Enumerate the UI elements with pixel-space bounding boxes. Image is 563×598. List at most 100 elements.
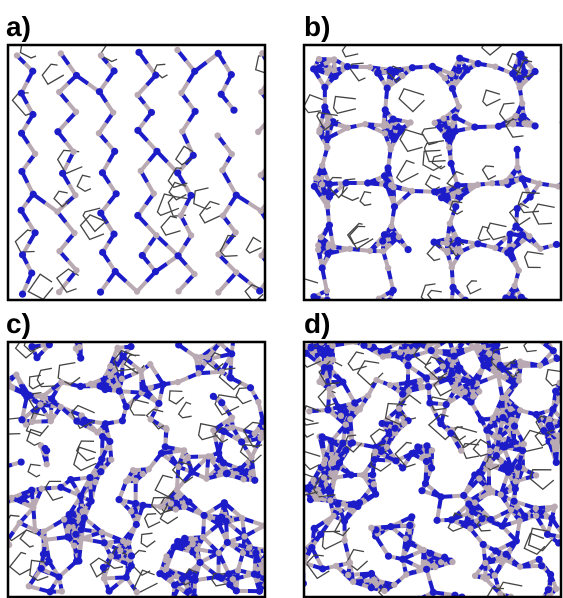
atom [181,534,189,542]
bond [455,323,459,330]
atom [463,310,470,317]
atom [490,304,496,310]
bond [516,309,518,319]
atom [518,100,526,107]
atom [46,588,54,596]
atom [33,354,41,362]
atom [16,519,23,526]
atom [380,231,389,239]
atom [137,167,144,175]
atom [515,267,522,274]
bond [556,526,561,536]
ligand [168,390,185,405]
ligand [27,273,54,300]
ligand [206,352,224,371]
atom [72,108,80,116]
ligand [529,469,555,491]
atom [330,56,338,63]
bond [378,310,384,319]
bond [452,303,458,309]
atom [47,395,56,403]
atom [65,523,73,531]
atom [162,556,169,564]
ligand [245,236,262,254]
ligand [472,438,491,457]
atom [218,399,226,407]
bond [465,317,466,318]
atom [230,106,238,114]
bond [269,191,277,201]
atom [13,371,20,378]
atom [45,557,53,566]
bond [460,316,464,323]
bond [342,310,347,312]
bond [390,308,391,315]
atom [107,363,114,370]
atom [505,304,512,311]
bond [465,300,466,308]
atom [315,55,323,63]
atom [513,145,521,154]
atom [515,51,524,59]
atom [217,469,224,476]
bond [388,316,391,320]
atom [330,243,337,251]
atom [17,458,25,466]
atom [140,384,149,393]
bond [300,561,302,562]
ligand [143,513,161,529]
atom [97,209,105,217]
bond [369,308,373,314]
atom [331,72,339,81]
atom [380,122,387,129]
atom [259,417,265,425]
atom [204,354,211,361]
atom [321,103,329,111]
atom [514,164,521,171]
ligand [426,289,442,300]
ligand [304,417,315,439]
atom [258,88,265,96]
bond [509,303,511,307]
atom [172,506,179,513]
ligand [386,65,404,83]
bond [374,314,378,320]
atom [254,128,262,136]
atom [324,144,331,151]
atom [215,289,222,296]
bond [268,233,274,244]
bond [8,381,16,390]
atom [273,188,279,194]
atom [70,148,77,155]
atom [76,343,83,351]
ligand [304,473,318,496]
ligand [89,557,110,578]
atom [145,465,152,473]
bond [8,378,13,386]
ligand [477,225,491,242]
bond [464,316,465,317]
ligand [159,503,179,525]
ligand [421,126,438,146]
atom [147,361,154,368]
atom [226,373,234,382]
atom [132,520,140,529]
atom [171,581,179,589]
atom [441,74,449,82]
atom [150,190,157,197]
atom [31,150,39,158]
atom [175,288,182,295]
atom [394,316,400,322]
bond [268,102,275,112]
atom [471,123,479,131]
atom [387,182,395,189]
bond [493,303,503,307]
atom [163,565,170,573]
atom [381,130,389,137]
atom [55,288,63,296]
atom [555,183,561,190]
atom [456,193,464,201]
ligand [112,349,137,372]
atom [248,469,255,477]
bond [464,342,470,343]
